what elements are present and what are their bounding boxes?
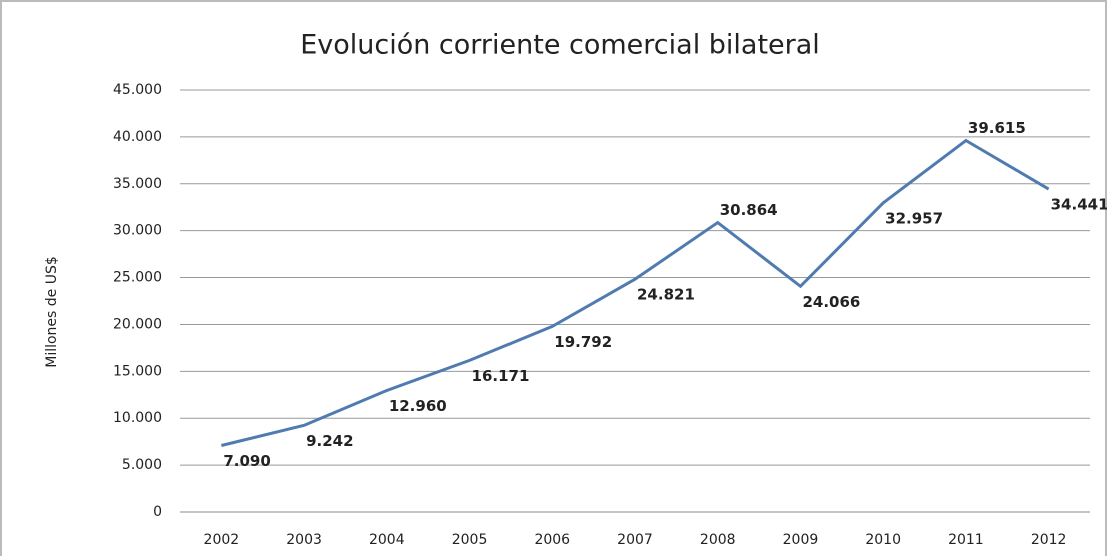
data-label: 9.242 — [306, 432, 353, 450]
data-label: 24.821 — [637, 286, 695, 304]
data-label: 32.957 — [885, 209, 943, 227]
y-axis-label: Millones de US$ — [44, 256, 60, 368]
data-line — [221, 138, 1050, 447]
y-tick-label: 10.000 — [113, 410, 162, 426]
y-tick-label: 5.000 — [122, 457, 162, 473]
data-label: 19.792 — [554, 333, 612, 351]
x-tick-label: 2007 — [617, 532, 653, 548]
x-tick-label: 2003 — [286, 532, 322, 548]
x-tick-label: 2004 — [369, 532, 405, 548]
data-label: 7.090 — [223, 452, 270, 470]
data-label: 34.441 — [1051, 196, 1107, 214]
chart-title: Evolución corriente comercial bilateral — [300, 30, 820, 61]
y-tick-label: 25.000 — [113, 270, 162, 286]
x-tick-label: 2011 — [948, 532, 984, 548]
y-tick-label: 35.000 — [113, 176, 162, 192]
x-tick-label: 2012 — [1031, 532, 1067, 548]
x-tick-label: 2008 — [700, 532, 736, 548]
y-tick-label: 15.000 — [113, 363, 162, 379]
data-label: 12.960 — [389, 397, 447, 415]
x-tick-label: 2005 — [452, 532, 488, 548]
y-tick-label: 0 — [153, 504, 162, 520]
data-label: 16.171 — [472, 367, 530, 385]
data-label: 30.864 — [720, 201, 778, 219]
y-tick-label: 40.000 — [113, 129, 162, 145]
y-tick-label: 20.000 — [113, 316, 162, 332]
x-tick-label: 2006 — [534, 532, 570, 548]
data-label: 39.615 — [968, 119, 1026, 137]
y-tick-label: 30.000 — [113, 223, 162, 239]
x-tick-label: 2002 — [204, 532, 240, 548]
y-tick-label: 45.000 — [113, 82, 162, 98]
x-tick-label: 2009 — [783, 532, 819, 548]
data-label: 24.066 — [802, 293, 860, 311]
x-tick-label: 2010 — [865, 532, 901, 548]
